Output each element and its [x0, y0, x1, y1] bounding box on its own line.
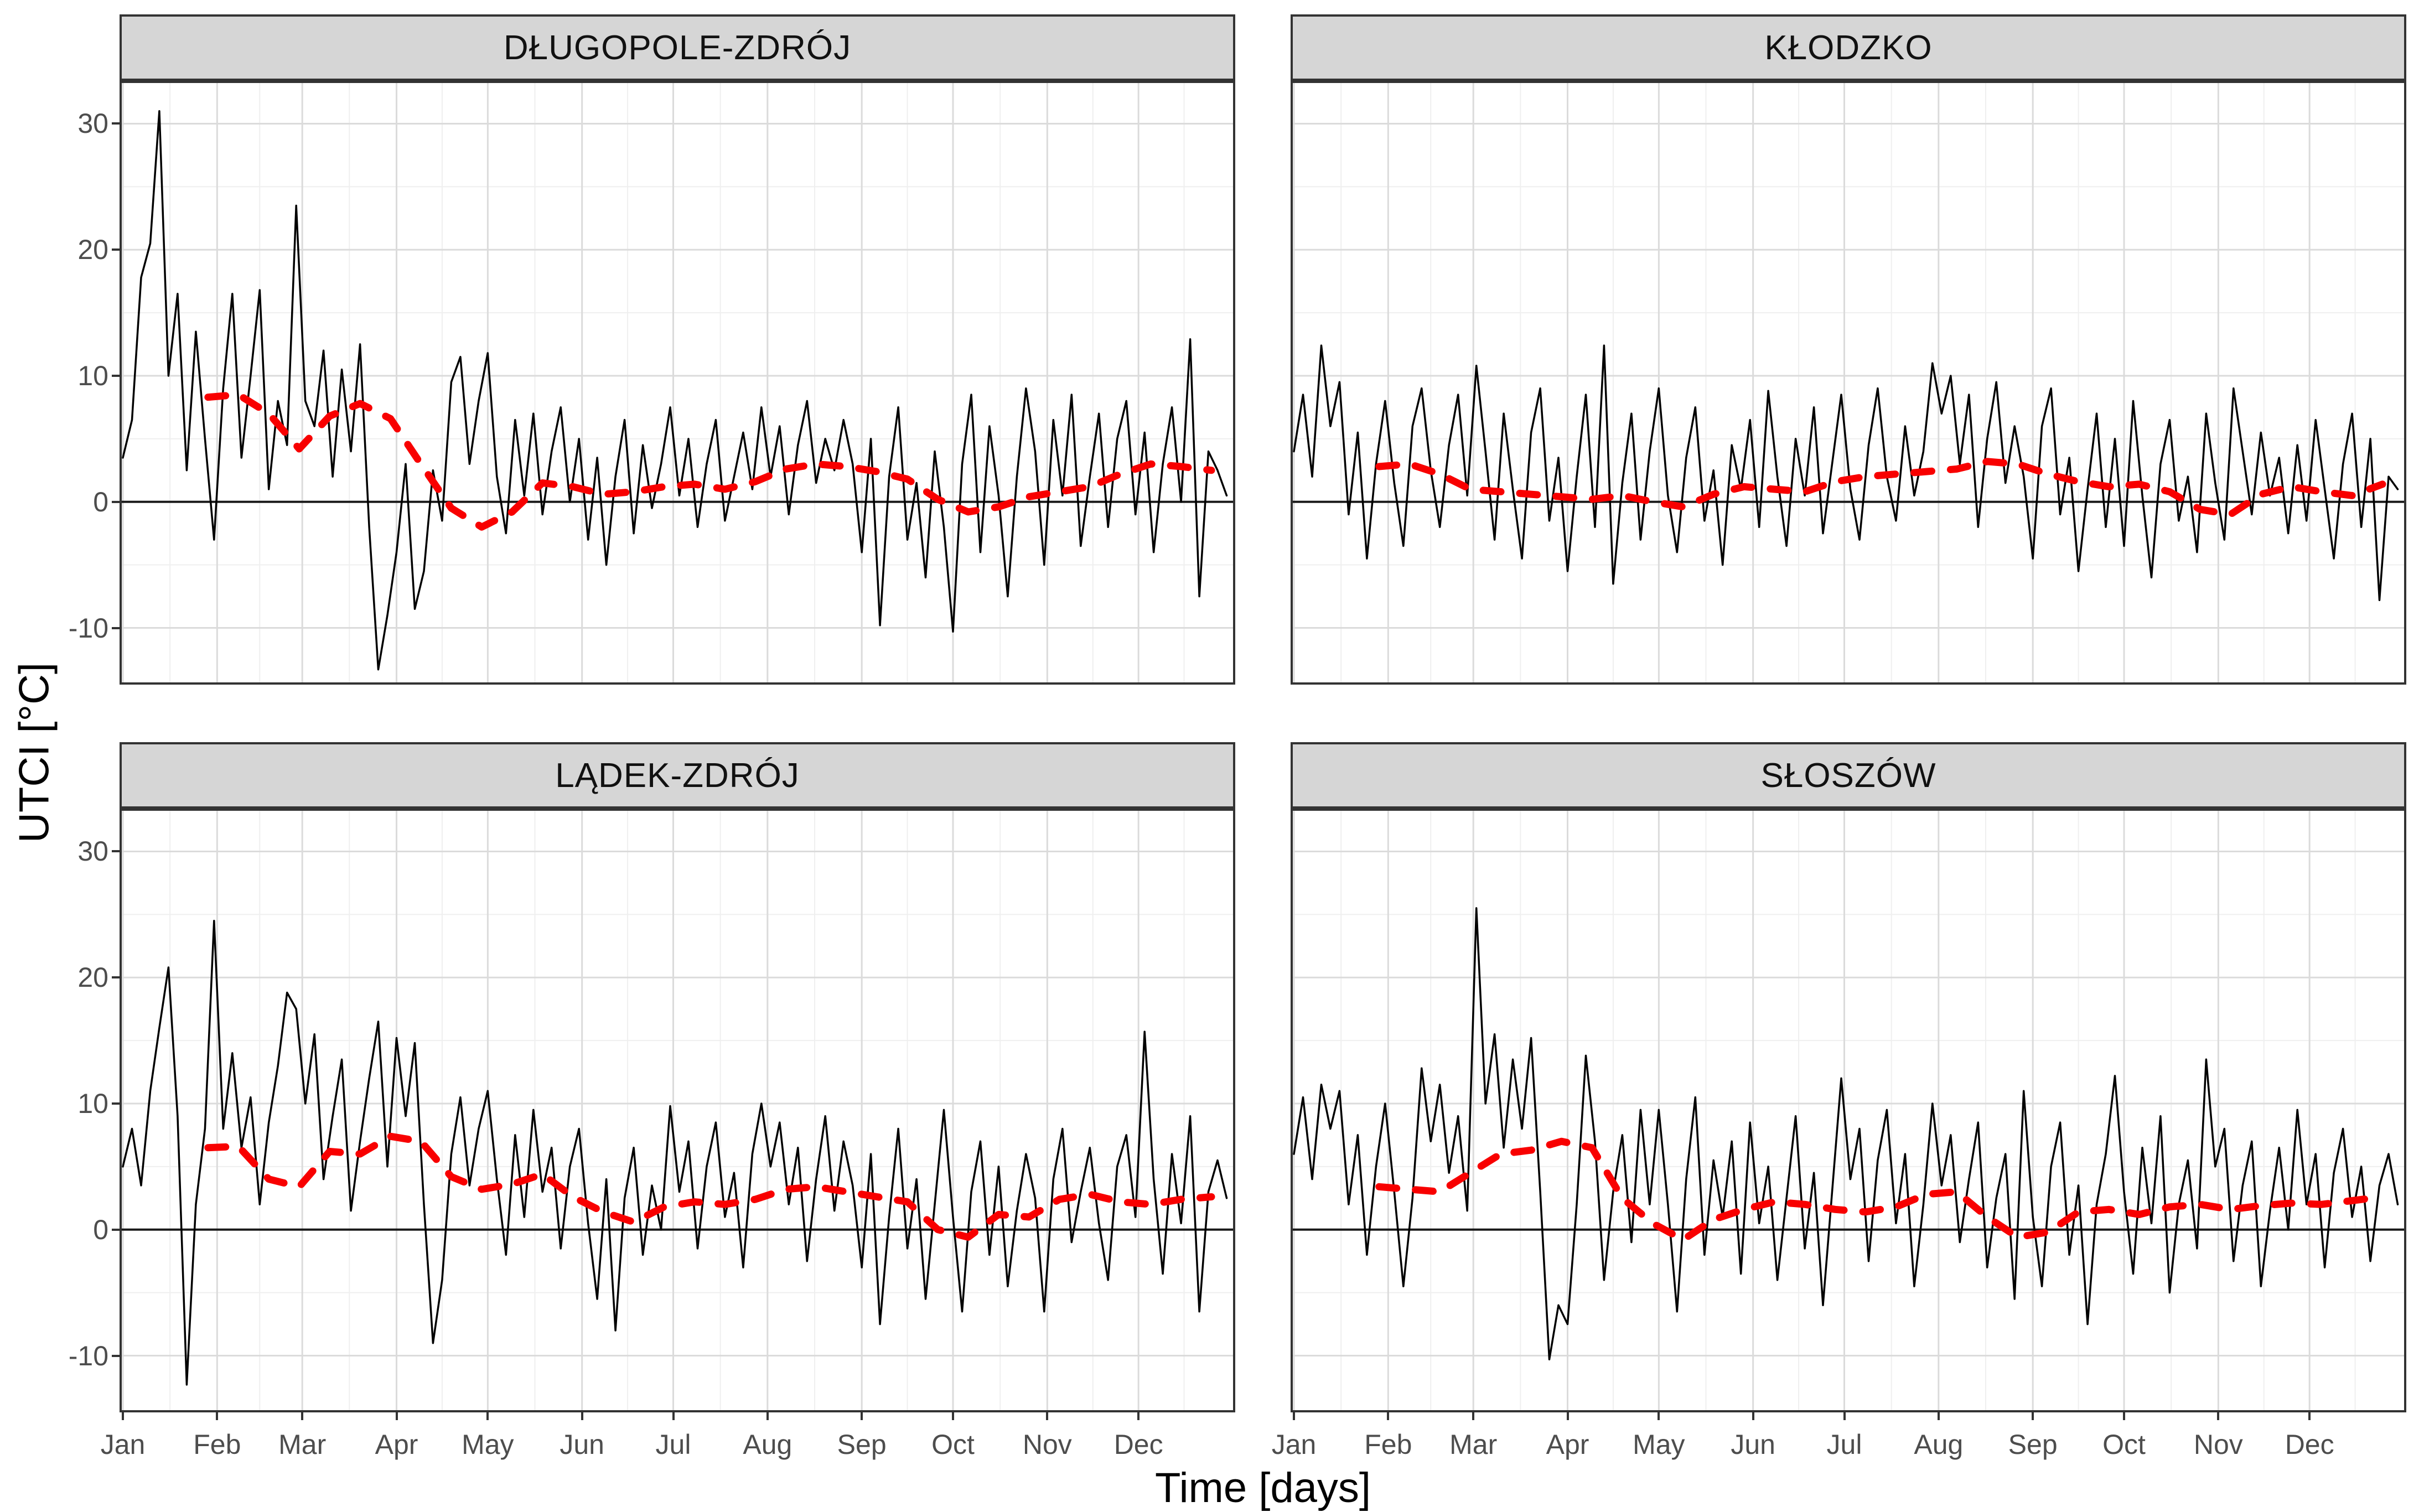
axis-tick-mark	[1137, 1412, 1140, 1420]
x-tick-label: Feb	[1364, 1429, 1412, 1460]
axis-tick-mark	[861, 1412, 863, 1420]
y-tick-label: 30	[77, 836, 108, 867]
x-tick-label: Jul	[655, 1429, 691, 1460]
facet-panel-1	[120, 81, 1235, 685]
x-tick-label: Aug	[743, 1429, 793, 1460]
x-tick-label: Sep	[2008, 1429, 2058, 1460]
axis-tick-mark	[112, 374, 120, 377]
x-tick-label: Mar	[1449, 1429, 1498, 1460]
y-tick-label: 20	[77, 234, 108, 266]
x-tick-label: Sep	[837, 1429, 887, 1460]
axis-tick-mark	[1566, 1412, 1569, 1420]
x-tick-label: Apr	[1546, 1429, 1589, 1460]
axis-tick-mark	[672, 1412, 675, 1420]
axis-tick-mark	[112, 1102, 120, 1105]
axis-tick-mark	[112, 850, 120, 853]
axis-tick-mark	[112, 1354, 120, 1357]
axis-tick-mark	[1387, 1412, 1390, 1420]
axis-tick-mark	[2123, 1412, 2125, 1420]
facet-strip-dlugopole-zdroj: DŁUGOPOLE-ZDRÓJ	[120, 14, 1235, 81]
axis-tick-mark	[1937, 1412, 1940, 1420]
panel-border	[1291, 809, 2406, 1412]
x-tick-label: Dec	[2285, 1429, 2334, 1460]
y-tick-label: 0	[93, 1214, 108, 1245]
daily-series-line	[122, 110, 1228, 671]
facet-title: DŁUGOPOLE-ZDRÓJ	[503, 28, 852, 67]
axis-tick-mark	[112, 976, 120, 979]
x-tick-label: Feb	[193, 1429, 241, 1460]
facet-strip-sloszow: SŁOSZÓW	[1291, 742, 2406, 809]
x-tick-label: Jul	[1826, 1429, 1862, 1460]
x-tick-label: Jun	[560, 1429, 604, 1460]
axis-tick-mark	[2217, 1412, 2220, 1420]
x-axis-title: Time [days]	[1155, 1464, 1371, 1511]
axis-tick-mark	[395, 1412, 398, 1420]
smooth-series-line	[1375, 1137, 2386, 1244]
x-tick-label: Apr	[375, 1429, 418, 1460]
facet-panel-4	[1291, 809, 2406, 1412]
axis-tick-mark	[766, 1412, 769, 1420]
x-tick-label: Oct	[2102, 1429, 2146, 1460]
axis-tick-mark	[1843, 1412, 1846, 1420]
axis-tick-mark	[1293, 1412, 1295, 1420]
axis-tick-mark	[112, 500, 120, 503]
x-tick-label: Jun	[1731, 1429, 1775, 1460]
x-tick-label: Jan	[1271, 1429, 1317, 1460]
facet-panel-2	[1291, 81, 2406, 685]
daily-series-line	[122, 919, 1228, 1386]
x-tick-label: Nov	[2193, 1429, 2243, 1460]
axis-tick-mark	[1472, 1412, 1475, 1420]
axis-tick-mark	[2308, 1412, 2311, 1420]
axis-tick-mark	[581, 1412, 583, 1420]
panel-border	[1291, 81, 2406, 685]
axis-tick-mark	[1046, 1412, 1049, 1420]
x-tick-label: Jan	[100, 1429, 146, 1460]
axis-tick-mark	[112, 1228, 120, 1231]
facet-title: KŁODZKO	[1764, 28, 1933, 67]
y-tick-label: 10	[77, 1088, 108, 1119]
facet-strip-ladek-zdroj: LĄDEK-ZDRÓJ	[120, 742, 1235, 809]
facet-strip-klodzko: KŁODZKO	[1291, 14, 2406, 81]
axis-tick-mark	[122, 1412, 124, 1420]
smooth-series-line	[204, 391, 1215, 531]
axis-tick-mark	[1752, 1412, 1754, 1420]
axis-tick-mark	[301, 1412, 304, 1420]
y-tick-label: 0	[93, 486, 108, 517]
smooth-series-line	[1375, 458, 2386, 518]
x-tick-label: Aug	[1914, 1429, 1964, 1460]
y-tick-label: -10	[68, 612, 108, 644]
smooth-series-line	[204, 1132, 1215, 1241]
axis-tick-mark	[1658, 1412, 1660, 1420]
x-tick-label: Oct	[931, 1429, 975, 1460]
facet-title: SŁOSZÓW	[1760, 756, 1936, 795]
panel-border	[120, 809, 1235, 1412]
axis-tick-mark	[112, 248, 120, 251]
x-tick-label: May	[462, 1429, 514, 1460]
y-axis-title: UTCI [°C]	[11, 662, 58, 843]
y-tick-label: -10	[68, 1340, 108, 1371]
axis-tick-mark	[2032, 1412, 2034, 1420]
panel-border	[120, 81, 1235, 685]
x-tick-label: Mar	[278, 1429, 327, 1460]
axis-tick-mark	[112, 122, 120, 125]
y-tick-label: 10	[77, 360, 108, 391]
facet-title: LĄDEK-ZDRÓJ	[555, 756, 800, 795]
axis-tick-mark	[112, 626, 120, 629]
x-tick-label: May	[1633, 1429, 1685, 1460]
axis-tick-mark	[486, 1412, 489, 1420]
daily-series-line	[1293, 344, 2399, 602]
axis-tick-mark	[952, 1412, 954, 1420]
axis-tick-mark	[216, 1412, 219, 1420]
x-tick-label: Dec	[1113, 1429, 1163, 1460]
x-tick-label: Nov	[1022, 1429, 1072, 1460]
facet-panel-3	[120, 809, 1235, 1412]
y-tick-label: 20	[77, 962, 108, 993]
daily-series-line	[1293, 907, 2399, 1361]
y-tick-label: 30	[77, 108, 108, 139]
